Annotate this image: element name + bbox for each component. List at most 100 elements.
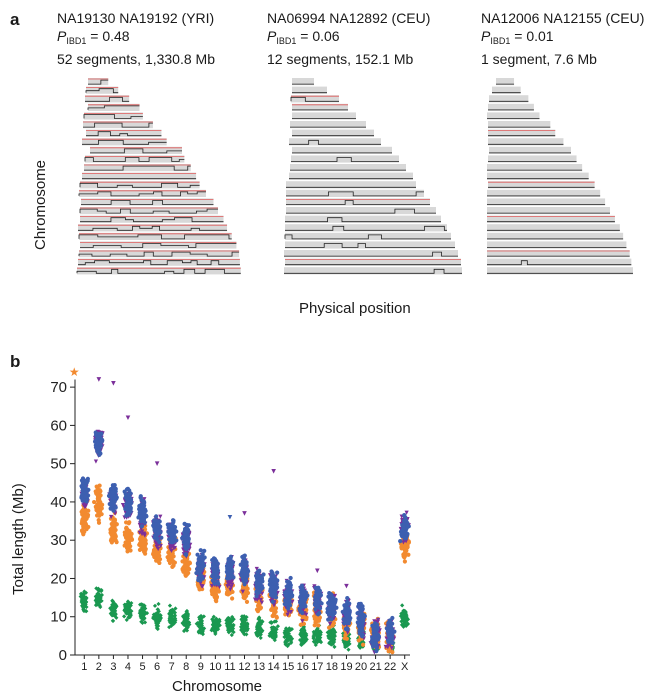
- x-tick-label: 15: [282, 661, 294, 673]
- x-tick-label: 9: [198, 661, 204, 673]
- data-point: [152, 616, 157, 622]
- data-point: [167, 537, 172, 542]
- data-point: [330, 599, 336, 605]
- data-point: [184, 619, 189, 624]
- data-point: [168, 615, 173, 620]
- data-point: [140, 542, 145, 547]
- data-point: [373, 628, 378, 633]
- data-point: [245, 568, 250, 573]
- data-point: [388, 634, 393, 639]
- data-point: [123, 492, 128, 497]
- data-point: [240, 559, 245, 564]
- data-point: [125, 503, 130, 508]
- data-point: [243, 583, 249, 588]
- data-point: [327, 605, 332, 610]
- data-point: [374, 647, 380, 652]
- data-point: [141, 531, 146, 537]
- data-point: [181, 619, 187, 625]
- data-point: [388, 646, 394, 651]
- data-point: [229, 632, 234, 638]
- data-point: [125, 497, 130, 503]
- data-point: [347, 619, 352, 624]
- data-point: [401, 554, 406, 559]
- data-point: [284, 578, 289, 584]
- data-point: [109, 521, 114, 527]
- data-point: [373, 631, 378, 636]
- data-point: [359, 620, 364, 625]
- data-point: [318, 605, 323, 611]
- data-point: [370, 630, 375, 635]
- data-point: [212, 559, 217, 564]
- data-point: [199, 574, 204, 579]
- data-point: [314, 594, 319, 599]
- data-point: [229, 625, 234, 630]
- data-point: [85, 498, 90, 503]
- data-point: [200, 627, 205, 632]
- data-point: [199, 578, 204, 583]
- data-point: [300, 607, 305, 613]
- data-point: [180, 614, 186, 619]
- data-point: [245, 572, 250, 577]
- data-point: [196, 561, 201, 567]
- data-point: [331, 607, 337, 612]
- data-point: [258, 589, 263, 594]
- x-tick-label: 17: [311, 661, 323, 673]
- data-point: [241, 573, 246, 578]
- data-point: [225, 619, 230, 625]
- data-point: [328, 605, 333, 610]
- data-point: [272, 600, 277, 605]
- data-point: [271, 602, 276, 608]
- data-point: [344, 617, 350, 622]
- data-point: [300, 599, 305, 604]
- data-point: [327, 641, 332, 646]
- data-point: [345, 616, 350, 621]
- data-point: [211, 621, 217, 626]
- data-point: [186, 527, 191, 533]
- data-point: [330, 606, 335, 611]
- data-point: [95, 435, 100, 440]
- data-point: [113, 489, 118, 494]
- data-point: [152, 531, 158, 536]
- data-point: [81, 520, 86, 525]
- data-point: [343, 617, 348, 622]
- data-point: [270, 592, 275, 597]
- data-point: [389, 627, 394, 632]
- data-point: [227, 567, 232, 573]
- y-tick-label: 20: [50, 570, 67, 587]
- data-point: [81, 481, 86, 487]
- data-point: [373, 625, 378, 630]
- data-point: [245, 622, 250, 627]
- data-point: [155, 620, 160, 625]
- data-point: [371, 625, 377, 630]
- data-point: [199, 567, 204, 572]
- data-point: [156, 617, 162, 622]
- data-point: [259, 574, 265, 579]
- data-point: [126, 606, 131, 611]
- data-point: [316, 635, 322, 640]
- data-point: [183, 524, 189, 529]
- data-point: [98, 489, 103, 494]
- data-point: [215, 566, 220, 572]
- data-point: [183, 534, 189, 539]
- data-point: [82, 479, 87, 484]
- data-point: [112, 605, 117, 611]
- data-point: [82, 489, 88, 495]
- data-point: [257, 588, 262, 593]
- data-point: [171, 518, 176, 523]
- data-point: [94, 433, 99, 438]
- data-point: [360, 619, 365, 624]
- data-point: [403, 618, 408, 623]
- data-point: [109, 498, 114, 503]
- data-point: [312, 640, 317, 645]
- data-point: [197, 579, 202, 584]
- data-point: [224, 564, 230, 569]
- data-point: [94, 491, 99, 496]
- data-point: [108, 486, 114, 492]
- data-point: [225, 566, 230, 571]
- data-point: [286, 642, 291, 647]
- data-point: [125, 528, 130, 533]
- data-point: [258, 635, 263, 641]
- data-point: [356, 634, 362, 640]
- data-point: [328, 633, 333, 639]
- data-point: [128, 502, 133, 507]
